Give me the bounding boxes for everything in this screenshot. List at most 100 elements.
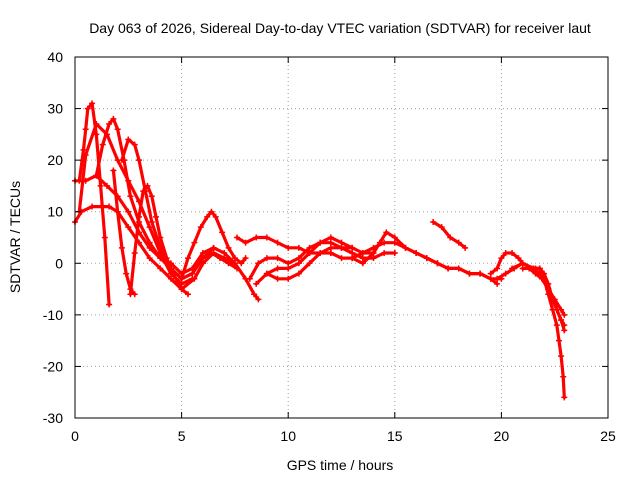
data-point xyxy=(212,213,219,220)
series-line xyxy=(533,266,566,399)
data-point xyxy=(558,317,565,324)
data-point xyxy=(178,286,185,293)
data-point xyxy=(494,265,501,272)
x-axis-ticks: 0 5 10 15 20 25 xyxy=(71,57,616,444)
data-point xyxy=(545,286,552,293)
data-point xyxy=(114,126,121,133)
series-arc19 xyxy=(509,260,568,334)
data-point xyxy=(438,224,445,231)
data-point xyxy=(148,193,155,200)
data-point xyxy=(123,270,130,277)
data-point xyxy=(251,291,258,298)
data-point xyxy=(551,296,558,303)
data-point xyxy=(370,244,377,251)
data-point xyxy=(146,224,153,231)
data-point xyxy=(131,141,138,148)
series-line xyxy=(180,210,248,281)
data-point xyxy=(231,255,238,262)
data-point xyxy=(189,270,196,277)
data-point xyxy=(558,353,565,360)
data-point xyxy=(391,234,398,241)
y-tick-label: -20 xyxy=(43,358,63,374)
data-point xyxy=(170,270,177,277)
data-point xyxy=(536,265,543,272)
data-point xyxy=(359,255,366,262)
data-point xyxy=(76,177,83,184)
data-point xyxy=(306,249,313,256)
data-point xyxy=(445,265,452,272)
data-point xyxy=(118,244,125,251)
data-point xyxy=(93,172,100,179)
data-point xyxy=(110,167,117,174)
data-point xyxy=(391,239,398,246)
y-tick-label: 10 xyxy=(47,204,63,220)
x-tick-label: 20 xyxy=(494,428,510,444)
y-axis-label: SDTVAR / TECUs xyxy=(7,181,23,293)
data-point xyxy=(561,394,568,401)
data-point xyxy=(327,234,334,241)
data-point xyxy=(285,265,292,272)
x-tick-label: 5 xyxy=(178,428,186,444)
data-point xyxy=(295,270,302,277)
y-tick-label: 20 xyxy=(47,152,63,168)
x-tick-label: 25 xyxy=(600,428,616,444)
data-point xyxy=(157,255,164,262)
data-point xyxy=(135,157,142,164)
data-point xyxy=(189,275,196,282)
data-point xyxy=(274,239,281,246)
data-point xyxy=(246,275,253,282)
series-line xyxy=(235,235,333,255)
data-point xyxy=(225,244,232,251)
data-point xyxy=(255,296,262,303)
data-point xyxy=(423,255,430,262)
data-point xyxy=(146,239,153,246)
data-point xyxy=(127,193,134,200)
data-point xyxy=(82,126,89,133)
data-point xyxy=(349,255,356,262)
data-point xyxy=(338,255,345,262)
y-tick-label: -30 xyxy=(43,410,63,426)
data-point xyxy=(135,213,142,220)
data-point xyxy=(103,182,110,189)
y-tick-label: 30 xyxy=(47,101,63,117)
data-point xyxy=(118,157,125,164)
x-tick-label: 15 xyxy=(387,428,403,444)
data-point xyxy=(327,239,334,246)
data-point xyxy=(502,249,509,256)
data-point xyxy=(285,260,292,267)
data-point xyxy=(106,203,113,210)
data-point xyxy=(487,270,494,277)
data-point xyxy=(359,249,366,256)
data-point xyxy=(532,270,539,277)
y-tick-label: -10 xyxy=(43,307,63,323)
data-point xyxy=(225,260,232,267)
data-point xyxy=(263,234,270,241)
data-point xyxy=(242,255,249,262)
y-tick-label: 0 xyxy=(55,255,63,271)
data-point xyxy=(509,265,516,272)
data-point xyxy=(558,306,565,313)
data-point xyxy=(191,239,198,246)
data-point xyxy=(295,260,302,267)
data-point xyxy=(430,219,437,226)
data-point xyxy=(255,260,262,267)
data-point xyxy=(349,244,356,251)
data-point xyxy=(125,136,132,143)
data-point xyxy=(199,255,206,262)
data-point xyxy=(494,275,501,282)
data-point xyxy=(216,255,223,262)
series-line xyxy=(120,137,216,281)
data-point xyxy=(306,260,313,267)
data-point xyxy=(553,322,560,329)
data-point xyxy=(295,244,302,251)
data-point xyxy=(221,249,228,256)
data-point xyxy=(163,255,170,262)
data-point xyxy=(381,239,388,246)
series-arc16 xyxy=(430,219,469,251)
data-point xyxy=(93,131,100,138)
series-layer xyxy=(72,100,568,401)
data-point xyxy=(462,244,469,251)
data-point xyxy=(402,244,409,251)
chart-title: Day 063 of 2026, Sidereal Day-to-day VTE… xyxy=(89,20,591,36)
data-point xyxy=(89,203,96,210)
